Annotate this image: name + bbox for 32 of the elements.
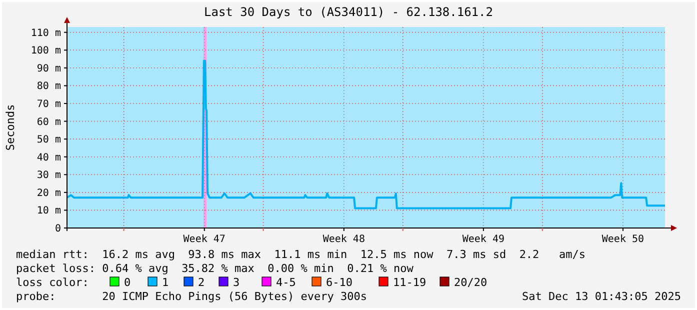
- y-tick-label: 70 m: [36, 98, 61, 110]
- y-axis-title: Seconds: [4, 104, 17, 151]
- y-tick-label: 110 m: [30, 28, 61, 39]
- text: Sat Dec 13 01:43:05 2025: [522, 290, 681, 303]
- y-tick-label: 90 m: [36, 63, 61, 74]
- y-tick-label: 20 m: [36, 188, 61, 199]
- text: packet loss: 0.64 % avg 35.82 % max 0.00 % min 0.21 % now: [16, 262, 414, 275]
- chart-title: Last 30 Days to (AS34011) - 62.138.161.2: [204, 5, 493, 19]
- y-tick-label: 60 m: [36, 116, 61, 128]
- text: 20/20: [454, 276, 488, 289]
- y-tick-label: 30 m: [36, 170, 61, 182]
- y-tick-label: 0: [54, 224, 61, 234]
- text: 0: [124, 276, 131, 289]
- text: 11-19: [393, 276, 426, 289]
- x-tick-label: Week 50: [602, 234, 644, 245]
- y-tick-label: 40 m: [36, 152, 61, 164]
- y-tick-label: 10 m: [36, 206, 61, 217]
- text: loss color:: [16, 276, 89, 289]
- x-tick-label: Week 48: [322, 234, 365, 245]
- y-tick-label: 50 m: [36, 134, 61, 146]
- text: 2: [198, 276, 205, 289]
- line-series: [66, 60, 666, 210]
- x-tick-label: Week 47: [183, 234, 226, 245]
- text: 3: [233, 276, 240, 289]
- text: 4-5: [276, 276, 296, 289]
- text: 6-10: [326, 276, 352, 289]
- text: 1: [162, 276, 169, 289]
- x-tick-label: Week 49: [462, 234, 505, 245]
- text: probe: 20 ICMP Echo Pings (56 Bytes) every 300s: [16, 290, 367, 303]
- y-tick-label: 80 m: [36, 81, 61, 92]
- y-tick-label: 100 m: [30, 46, 61, 57]
- text: median rtt: 16.2 ms avg 93.8 ms max 11.1 ms min 12.5 ms now 7.3 ms sd 2.2 am/s: [16, 248, 586, 261]
